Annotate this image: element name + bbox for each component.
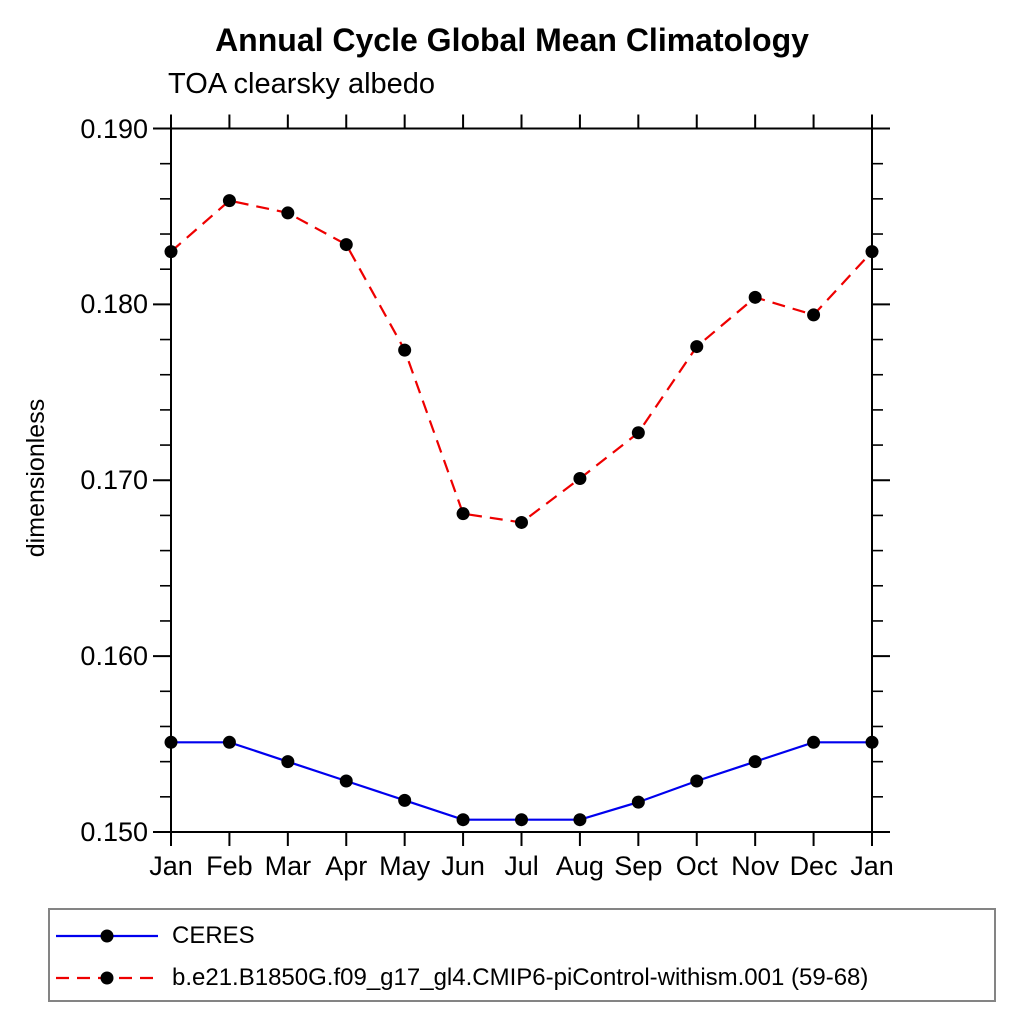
- x-tick-label: Apr: [325, 851, 368, 881]
- x-tick-label: May: [379, 851, 431, 881]
- y-tick-label: 0.160: [80, 641, 148, 672]
- x-tick-label: Nov: [731, 851, 780, 881]
- legend-sample-marker: [100, 929, 114, 943]
- data-point-marker: [631, 795, 645, 809]
- legend-label: CERES: [172, 922, 255, 949]
- data-point-marker: [631, 426, 645, 440]
- legend-sample-marker: [100, 971, 114, 985]
- data-point-marker: [515, 515, 528, 529]
- legend: CERES b.e21.B1850G.f09_g17_gl4.CMIP6-piCo…: [48, 908, 996, 1002]
- data-point-marker: [398, 343, 412, 357]
- legend-line-sample: [56, 971, 158, 985]
- legend-line-sample: [56, 929, 158, 943]
- data-point-marker: [222, 735, 236, 749]
- data-point-marker: [807, 735, 821, 749]
- data-point-marker: [690, 774, 704, 788]
- y-tick-label: 0.180: [80, 289, 148, 320]
- chart-title: Annual Cycle Global Mean Climatology: [215, 22, 809, 58]
- data-point-marker: [807, 308, 821, 322]
- data-point-marker: [281, 755, 295, 769]
- data-point-marker: [222, 194, 236, 208]
- y-tick-label: 0.170: [80, 465, 148, 496]
- legend-row: b.e21.B1850G.f09_g17_gl4.CMIP6-piControl…: [54, 963, 868, 993]
- x-tick-label: Dec: [789, 851, 838, 881]
- x-tick-label: Mar: [264, 851, 312, 881]
- legend-label: b.e21.B1850G.f09_g17_gl4.CMIP6-piControl…: [172, 964, 869, 991]
- series-line-0: [171, 741, 872, 821]
- plot-frame: [170, 127, 873, 833]
- series-line-1: [170, 199, 873, 524]
- data-point-marker: [748, 290, 762, 304]
- x-tick-label: Jun: [441, 851, 485, 881]
- data-point-marker: [573, 471, 587, 485]
- data-point-marker: [748, 755, 762, 769]
- x-tick-label: Jan: [850, 851, 894, 881]
- x-tick-label: Jul: [504, 851, 539, 881]
- x-tick-label: Sep: [614, 851, 663, 881]
- data-point-marker: [573, 813, 587, 827]
- data-point-marker: [164, 245, 178, 259]
- data-point-marker: [456, 507, 470, 521]
- data-point-marker: [398, 793, 412, 807]
- x-tick-label: Jan: [149, 851, 193, 881]
- x-tick-label: Feb: [206, 851, 253, 881]
- data-point-marker: [281, 206, 295, 220]
- data-point-marker: [164, 735, 178, 749]
- y-tick-label: 0.150: [80, 817, 148, 847]
- chart-subtitle: TOA clearsky albedo: [168, 68, 436, 100]
- data-point-marker: [515, 813, 528, 827]
- data-point-marker: [339, 774, 353, 788]
- y-tick-label: 0.190: [80, 113, 148, 144]
- data-point-marker: [339, 238, 353, 252]
- data-point-marker: [865, 735, 879, 749]
- data-point-marker: [690, 340, 704, 354]
- legend-row: CERES: [54, 921, 255, 951]
- data-point-marker: [865, 245, 879, 259]
- data-point-marker: [456, 813, 470, 827]
- x-tick-label: Aug: [555, 851, 604, 881]
- x-tick-label: Oct: [675, 851, 718, 881]
